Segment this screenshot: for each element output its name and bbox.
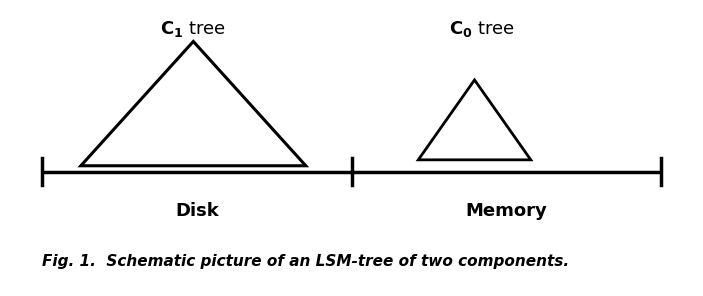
Text: $\mathbf{C_0}$ tree: $\mathbf{C_0}$ tree <box>449 19 515 39</box>
Text: Fig. 1.  Schematic picture of an LSM-tree of two components.: Fig. 1. Schematic picture of an LSM-tree… <box>42 254 569 269</box>
Text: Disk: Disk <box>175 202 219 220</box>
Text: Memory: Memory <box>465 202 547 220</box>
Text: $\mathbf{C_1}$ tree: $\mathbf{C_1}$ tree <box>160 19 226 39</box>
